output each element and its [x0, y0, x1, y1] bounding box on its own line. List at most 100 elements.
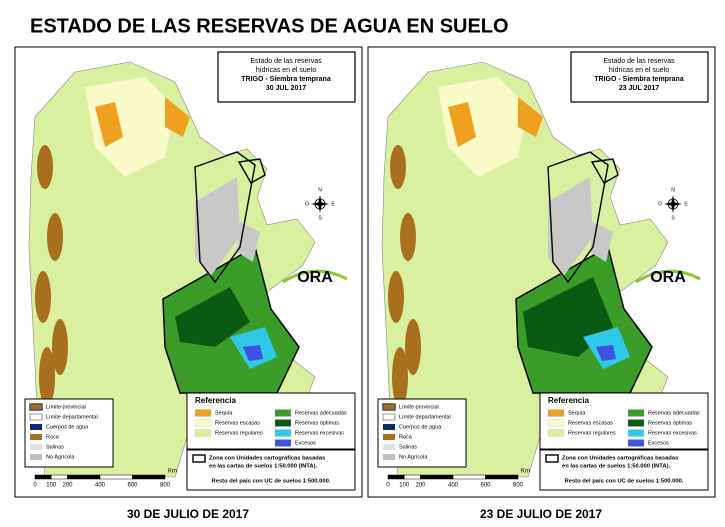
- reference-swatch: [627, 429, 645, 437]
- scale-label: 800: [160, 483, 171, 489]
- note-line: Zona con Unidades cartográficas basadas: [562, 456, 678, 462]
- compass-letter: N: [671, 187, 675, 193]
- compass: [311, 195, 329, 213]
- optimal-zone: [175, 287, 250, 347]
- scale-label: 400: [448, 483, 459, 489]
- province-border: [194, 151, 256, 284]
- heading-line: Estado de las reservas: [603, 58, 675, 65]
- base-label: Salinas: [399, 444, 417, 450]
- base-symbol: [383, 454, 395, 460]
- rock-zone: [390, 145, 406, 189]
- note-box: [186, 449, 356, 491]
- logo-text: ORA: [650, 269, 686, 286]
- reference-swatch: [627, 409, 645, 417]
- reference-label: Reservas óptimas: [295, 420, 339, 426]
- rock-zone: [400, 213, 416, 261]
- reference-box: [186, 392, 356, 450]
- compass-letter: E: [684, 201, 688, 207]
- reference-label: Sequía: [215, 410, 233, 416]
- reference-swatch: [547, 429, 565, 437]
- rock-zone: [52, 319, 68, 375]
- rock-zone: [388, 271, 404, 323]
- no-agri-zone: [195, 177, 240, 277]
- base-label: No Agrícola: [46, 454, 75, 460]
- rock-zone: [39, 347, 55, 407]
- base-symbol: [29, 403, 43, 411]
- base-label: Límite provincial: [399, 404, 439, 410]
- compass-letter: O: [305, 201, 309, 207]
- reference-swatch: [194, 419, 212, 427]
- heading-box: [570, 51, 709, 103]
- scale-segment: [99, 474, 133, 480]
- reference-label: Excesos: [648, 440, 669, 446]
- province-border: [547, 151, 609, 284]
- base-symbol: [383, 424, 395, 430]
- scale-segment: [34, 474, 52, 480]
- base-symbol: [383, 444, 395, 450]
- logo-swoosh: [635, 269, 701, 284]
- map-caption: 30 DE JULIO DE 2017: [127, 507, 249, 521]
- compass-letter: S: [318, 215, 322, 221]
- excess-zone: [596, 345, 616, 361]
- scale-segment: [404, 474, 421, 480]
- note-rest: Resto del país con UC de suelos 1:500.00…: [565, 479, 684, 485]
- heading-line: hídricas en el suelo: [609, 67, 669, 74]
- scale-segment: [452, 474, 486, 480]
- reference-label: Reservas escasas: [568, 420, 613, 426]
- base-symbol: [30, 424, 42, 430]
- scale-label: 200: [62, 483, 73, 489]
- scale-label: 0: [386, 483, 390, 489]
- drought-zone: [518, 97, 543, 137]
- province-border: [237, 158, 266, 184]
- compass: [664, 195, 682, 213]
- excess-zone: [243, 345, 263, 361]
- reference-label: Reservas óptimas: [648, 420, 692, 426]
- base-symbol: [30, 444, 42, 450]
- reference-label: Reservas excesivas: [295, 430, 344, 436]
- scale-label: 100: [46, 483, 57, 489]
- reference-swatch: [547, 409, 565, 417]
- heading-line: hídricas en el suelo: [256, 67, 316, 74]
- logo-text: ORA: [297, 269, 333, 286]
- reference-label: Reservas regulares: [568, 430, 616, 436]
- province-border: [590, 158, 619, 184]
- reference-swatch: [547, 419, 565, 427]
- no-agri-zone: [548, 177, 593, 277]
- base-label: No Agrícola: [399, 454, 428, 460]
- reference-swatch: [194, 409, 212, 417]
- reference-title: Referencia: [548, 396, 589, 405]
- base-symbol: [383, 434, 395, 440]
- scale-unit: Km: [168, 469, 177, 475]
- reference-swatch: [274, 409, 292, 417]
- reference-title: Referencia: [195, 396, 236, 405]
- base-symbol: [382, 413, 396, 421]
- base-label: Límite departamental: [46, 414, 98, 420]
- reference-swatch: [274, 429, 292, 437]
- heading-date: 30 JUL 2017: [266, 85, 306, 92]
- compass-letter: S: [671, 215, 675, 221]
- reference-label: Reservas excesivas: [648, 430, 697, 436]
- reference-label: Reservas escasas: [215, 420, 260, 426]
- dry-zone: [85, 77, 175, 177]
- base-symbol: [382, 403, 396, 411]
- scale-label: 0: [33, 483, 37, 489]
- page-title: ESTADO DE LAS RESERVAS DE AGUA EN SUELO: [30, 15, 509, 37]
- base-label: Cuerpos de agua: [399, 424, 442, 430]
- reference-swatch: [627, 419, 645, 427]
- reference-label: Reservas adecuadas: [295, 410, 347, 416]
- scale-label: 600: [127, 483, 138, 489]
- compass-letter: N: [318, 187, 322, 193]
- base-symbol: [30, 434, 42, 440]
- heading-line: Estado de las reservas: [250, 58, 322, 65]
- heading-date: 23 JUL 2017: [619, 85, 659, 92]
- compass-letter: E: [331, 201, 335, 207]
- note-line: en las cartas de suelos 1:50.000 (INTA).: [209, 464, 318, 470]
- scale-segment: [485, 474, 519, 480]
- reference-swatch: [194, 429, 212, 437]
- rock-zone: [37, 145, 53, 189]
- rock-zone: [405, 319, 421, 375]
- base-label: Límite departamental: [399, 414, 451, 420]
- scale-segment: [387, 474, 405, 480]
- scale-label: 100: [399, 483, 410, 489]
